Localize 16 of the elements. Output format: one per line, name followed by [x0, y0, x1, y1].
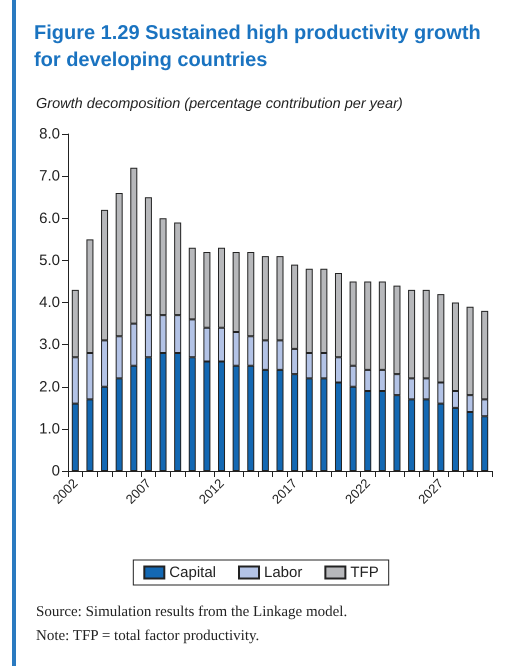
chart-subtitle: Growth decomposition (percentage contribution per year) [36, 96, 403, 112]
y-tick-label: 5.0 [39, 252, 60, 269]
y-tick-label: 8.0 [39, 126, 60, 142]
text: Note: TFP = total factor productivity. [36, 627, 260, 646]
legend-label: TFP [350, 564, 379, 581]
legend-label: Labor [264, 564, 302, 581]
y-tick-label: 4.0 [39, 294, 60, 311]
y-tick-label: 2.0 [39, 378, 60, 396]
chart-title: Figure 1.29 Sustained high productivity growth for developing countries [34, 21, 482, 73]
y-tick-label: 7.0 [39, 168, 60, 185]
legend-label: Capital [169, 564, 216, 581]
y-tick-label: 1.0 [39, 420, 60, 438]
source-note: Source: Simulation results from the Linkage model. [36, 603, 348, 622]
y-tick-label: 0 [52, 462, 60, 480]
y-tick-label: 3.0 [39, 336, 60, 354]
y-tick-label: 6.0 [39, 210, 60, 227]
